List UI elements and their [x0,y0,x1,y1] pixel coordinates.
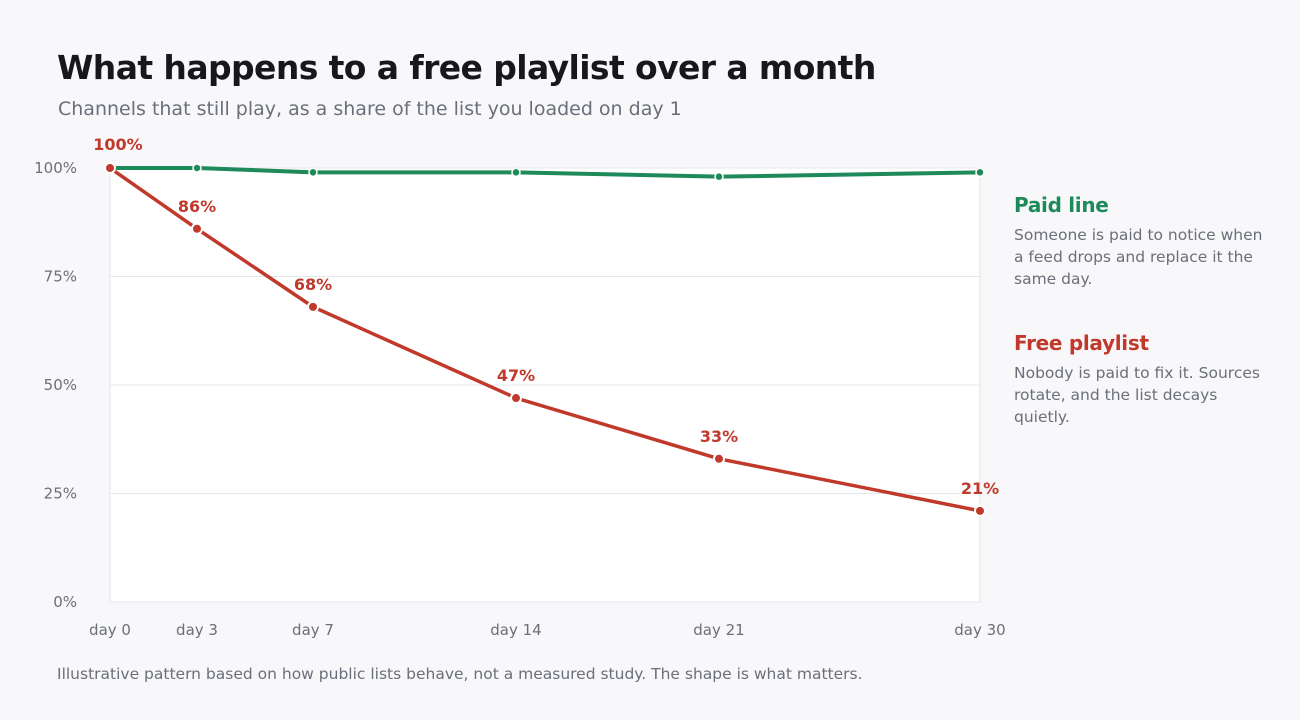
legend-paid-name: Paid line [1014,193,1109,217]
y-tick-label: 25% [44,485,77,503]
legend-item-free-playlist: Free playlist Nobody is paid to fix it. … [1014,331,1274,428]
x-tick-label: day 14 [490,621,541,639]
data-point-free-playlist [713,452,725,465]
legend-free-description: Nobody is paid to fix it. Sources rotate… [1014,364,1260,426]
data-point-free-playlist [191,222,203,235]
x-tick-label: day 30 [954,621,1005,639]
chart-title: What happens to a free playlist over a m… [57,48,876,87]
data-point-paid-line [192,163,202,173]
x-tick-label: day 7 [292,621,334,639]
legend-paid-description: Someone is paid to notice when a feed dr… [1014,226,1263,288]
x-tick-label: day 3 [176,621,218,639]
data-label: 47% [497,366,535,385]
data-label: 33% [700,427,738,446]
footnote: Illustrative pattern based on how public… [57,665,863,683]
legend-item-paid-line: Paid line Someone is paid to notice when… [1014,193,1274,290]
data-point-paid-line [511,167,521,178]
chart-subtitle: Channels that still play, as a share of … [58,98,682,120]
y-tick-label: 100% [34,159,77,177]
series-line-free-playlist [108,166,982,513]
series-line-paid-line [108,166,982,179]
data-point-paid-line [308,167,318,178]
data-point-free-playlist [104,162,116,174]
y-tick-label: 50% [44,376,77,394]
data-label: 100% [93,135,142,154]
data-point-free-playlist [307,300,319,313]
data-point-paid-line [975,167,985,178]
data-label: 86% [178,197,216,216]
y-tick-label: 75% [44,268,77,286]
x-tick-label: day 0 [89,621,131,639]
y-tick-label: 0% [53,593,77,611]
data-point-free-playlist [510,392,522,405]
data-point-free-playlist [974,504,986,517]
data-label: 21% [961,479,999,498]
legend-free-name: Free playlist [1014,331,1149,355]
data-label: 68% [294,275,332,294]
x-tick-label: day 21 [693,621,744,639]
data-point-paid-line [714,171,724,182]
